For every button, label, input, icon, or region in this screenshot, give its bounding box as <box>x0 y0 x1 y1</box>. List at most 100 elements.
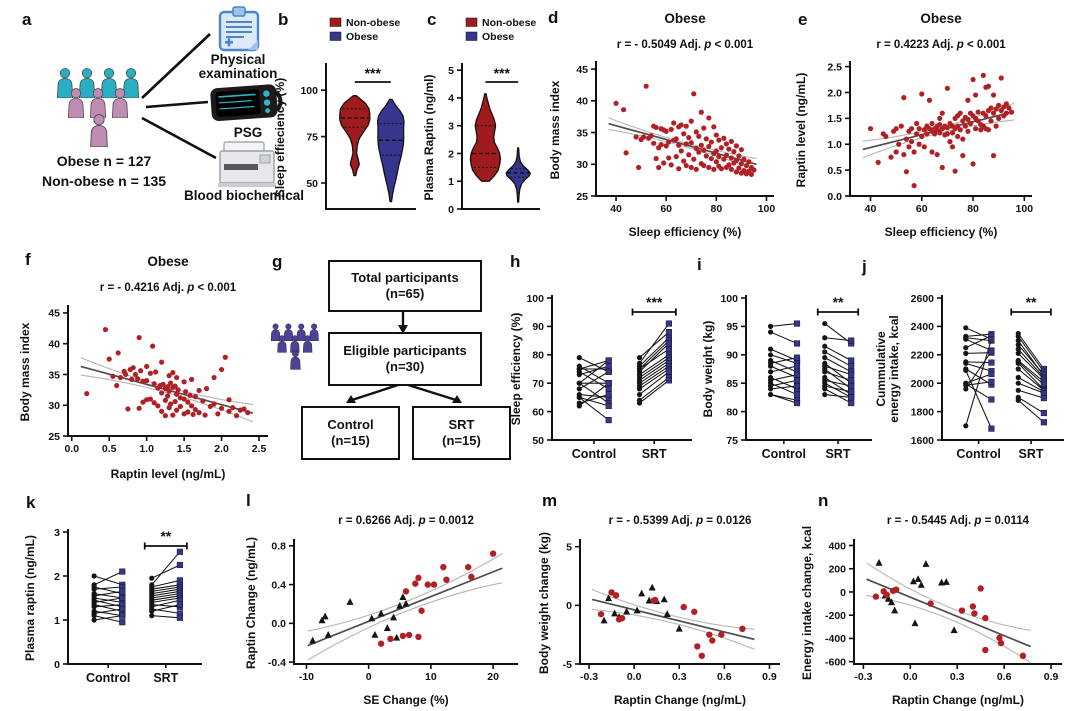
svg-text:95: 95 <box>726 321 738 333</box>
scatter-bmi-vs-sleep-efficiency: Obese r = - 0.5049 Adj. p < 0.001 25 30 35 40… <box>546 6 786 242</box>
svg-text:***: *** <box>646 294 663 310</box>
svg-text:0.8: 0.8 <box>271 541 286 553</box>
svg-text:60: 60 <box>916 203 928 215</box>
svg-text:60: 60 <box>532 406 544 418</box>
svg-text:100: 100 <box>720 293 738 305</box>
scatter-weight-change-vs-raptin-change: r = - 0.5399 Adj. p = 0.0126 -5 0 5 -0.3 0.0 0… <box>536 488 792 710</box>
panel-label-d: d <box>548 8 559 27</box>
svg-text:50: 50 <box>306 178 318 190</box>
svg-text:1.5: 1.5 <box>827 113 842 125</box>
svg-text:0.5: 0.5 <box>102 443 117 455</box>
svg-text:1.0: 1.0 <box>827 139 842 151</box>
svg-text:2: 2 <box>54 571 60 583</box>
svg-text:r = 0.6266 Adj. p = 0.0012: r = 0.6266 Adj. p = 0.0012 <box>338 515 474 527</box>
svg-text:Body mass index: Body mass index <box>18 322 32 421</box>
panel-label-g: g <box>272 252 283 271</box>
panel-label-l: l <box>246 491 251 510</box>
svg-text:75: 75 <box>726 435 738 447</box>
svg-text:SRT: SRT <box>153 671 178 685</box>
flow-box-eligible-title: Eligible participants <box>343 342 467 358</box>
paired-chart-sleep-efficiency: 50 60 70 80 90 100 Sleep efficiency (%) Control… <box>508 246 704 484</box>
svg-text:90: 90 <box>726 350 738 362</box>
svg-text:100: 100 <box>758 203 776 215</box>
svg-text:r = 0.4223 Adj. p < 0.001: r = 0.4223 Adj. p < 0.001 <box>876 39 1006 51</box>
svg-text:Sleep efficiency (%): Sleep efficiency (%) <box>509 313 523 426</box>
svg-text:Plasma raptin (ng/mL): Plasma raptin (ng/mL) <box>23 535 37 661</box>
flow-box-total-n: (n=65) <box>385 286 425 301</box>
svg-text:r = - 0.5399 Adj. p = 0.0126: r = - 0.5399 Adj. p = 0.0126 <box>609 515 752 527</box>
svg-text:90: 90 <box>532 321 544 333</box>
svg-text:0: 0 <box>448 204 454 216</box>
svg-text:Body weight change (kg): Body weight change (kg) <box>537 532 551 674</box>
violin-chart-sleep-efficiency: 50 75 100 Sleep effieciency (%) Non-obese Obe… <box>272 8 424 235</box>
svg-text:2.5: 2.5 <box>827 61 842 73</box>
blood-analyzer-icon <box>218 141 276 187</box>
blood-biochemical-label: Blood biochemical <box>183 188 305 203</box>
flow-box-total-title: Total participants <box>351 269 459 285</box>
svg-text:1.0: 1.0 <box>139 443 154 455</box>
svg-text:0.6: 0.6 <box>997 671 1012 683</box>
svg-text:70: 70 <box>532 378 544 390</box>
panel-label-e: e <box>798 10 808 29</box>
flow-box-srt: SRT (n=15) <box>412 406 511 460</box>
panel-label-c: c <box>427 10 437 29</box>
svg-text:r = - 0.4216 Adj. p < 0.001: r = - 0.4216 Adj. p < 0.001 <box>100 282 237 294</box>
svg-text:85: 85 <box>726 378 738 390</box>
svg-text:Plasma Raptin (ng/ml): Plasma Raptin (ng/ml) <box>422 74 436 200</box>
svg-text:80: 80 <box>726 406 738 418</box>
svg-text:***: *** <box>494 65 511 81</box>
svg-text:0: 0 <box>54 659 60 671</box>
svg-text:1.5: 1.5 <box>177 443 192 455</box>
svg-text:Raptin level (ng/mL): Raptin level (ng/mL) <box>111 467 226 481</box>
svg-text:4: 4 <box>448 93 454 105</box>
svg-text:Non-obese: Non-obese <box>482 17 536 29</box>
svg-text:Sleep effieciency (%): Sleep effieciency (%) <box>273 78 287 197</box>
svg-text:100: 100 <box>300 85 318 97</box>
svg-text:0.0: 0.0 <box>903 671 918 683</box>
svg-text:60: 60 <box>660 203 672 215</box>
scatter-energy-change-vs-raptin-change: r = - 0.5445 Adj. p = 0.0114 -600 -400 -200… <box>798 488 1076 710</box>
svg-text:**: ** <box>1026 294 1037 310</box>
svg-text:45: 45 <box>48 308 60 320</box>
svg-text:0.0: 0.0 <box>827 191 842 203</box>
svg-text:-0.3: -0.3 <box>854 671 872 683</box>
svg-text:SRT: SRT <box>1019 447 1044 461</box>
panel-a-study-design: Obese n = 127 Non-obese n = 135 Physical… <box>14 6 316 238</box>
svg-text:200: 200 <box>828 564 846 576</box>
svg-text:Raptin level (ng/mL): Raptin level (ng/mL) <box>794 73 808 188</box>
svg-text:Body mass index: Body mass index <box>548 80 562 179</box>
flow-box-srt-title: SRT <box>448 416 475 432</box>
nonobese-count-label: Non-obese n = 135 <box>41 172 167 189</box>
svg-text:3: 3 <box>54 527 60 539</box>
svg-text:1: 1 <box>448 176 454 188</box>
svg-text:40: 40 <box>865 203 877 215</box>
svg-text:-0.4: -0.4 <box>268 657 286 669</box>
flow-box-total: Total participants (n=65) <box>328 260 482 312</box>
svg-text:0: 0 <box>366 671 372 683</box>
flow-box-eligible-n: (n=30) <box>385 359 425 374</box>
svg-text:-600: -600 <box>825 656 846 668</box>
svg-text:-200: -200 <box>825 610 846 622</box>
svg-text:0: 0 <box>840 587 846 599</box>
svg-text:2.5: 2.5 <box>252 443 267 455</box>
svg-text:0.6: 0.6 <box>717 671 732 683</box>
svg-text:Obese: Obese <box>147 254 189 269</box>
svg-text:r = - 0.5445 Adj. p = 0.0114: r = - 0.5445 Adj. p = 0.0114 <box>887 515 1030 527</box>
panel-label-n: n <box>818 491 829 510</box>
physical-examination-label: Physical examination <box>198 52 278 81</box>
svg-text:2600: 2600 <box>911 293 935 305</box>
svg-text:0.9: 0.9 <box>762 671 777 683</box>
svg-text:400: 400 <box>828 540 846 552</box>
svg-text:100: 100 <box>526 293 544 305</box>
svg-text:2.0: 2.0 <box>827 87 842 99</box>
svg-text:1: 1 <box>54 615 60 627</box>
svg-text:25: 25 <box>576 191 588 203</box>
svg-text:40: 40 <box>48 338 60 350</box>
svg-text:Cummulative: Cummulative <box>874 331 888 407</box>
obese-count-label: Obese n = 127 <box>56 153 152 169</box>
svg-text:50: 50 <box>532 435 544 447</box>
svg-text:r = - 0.5049 Adj. p < 0.001: r = - 0.5049 Adj. p < 0.001 <box>617 39 754 51</box>
svg-text:0.0: 0.0 <box>627 671 642 683</box>
svg-text:35: 35 <box>576 127 588 139</box>
